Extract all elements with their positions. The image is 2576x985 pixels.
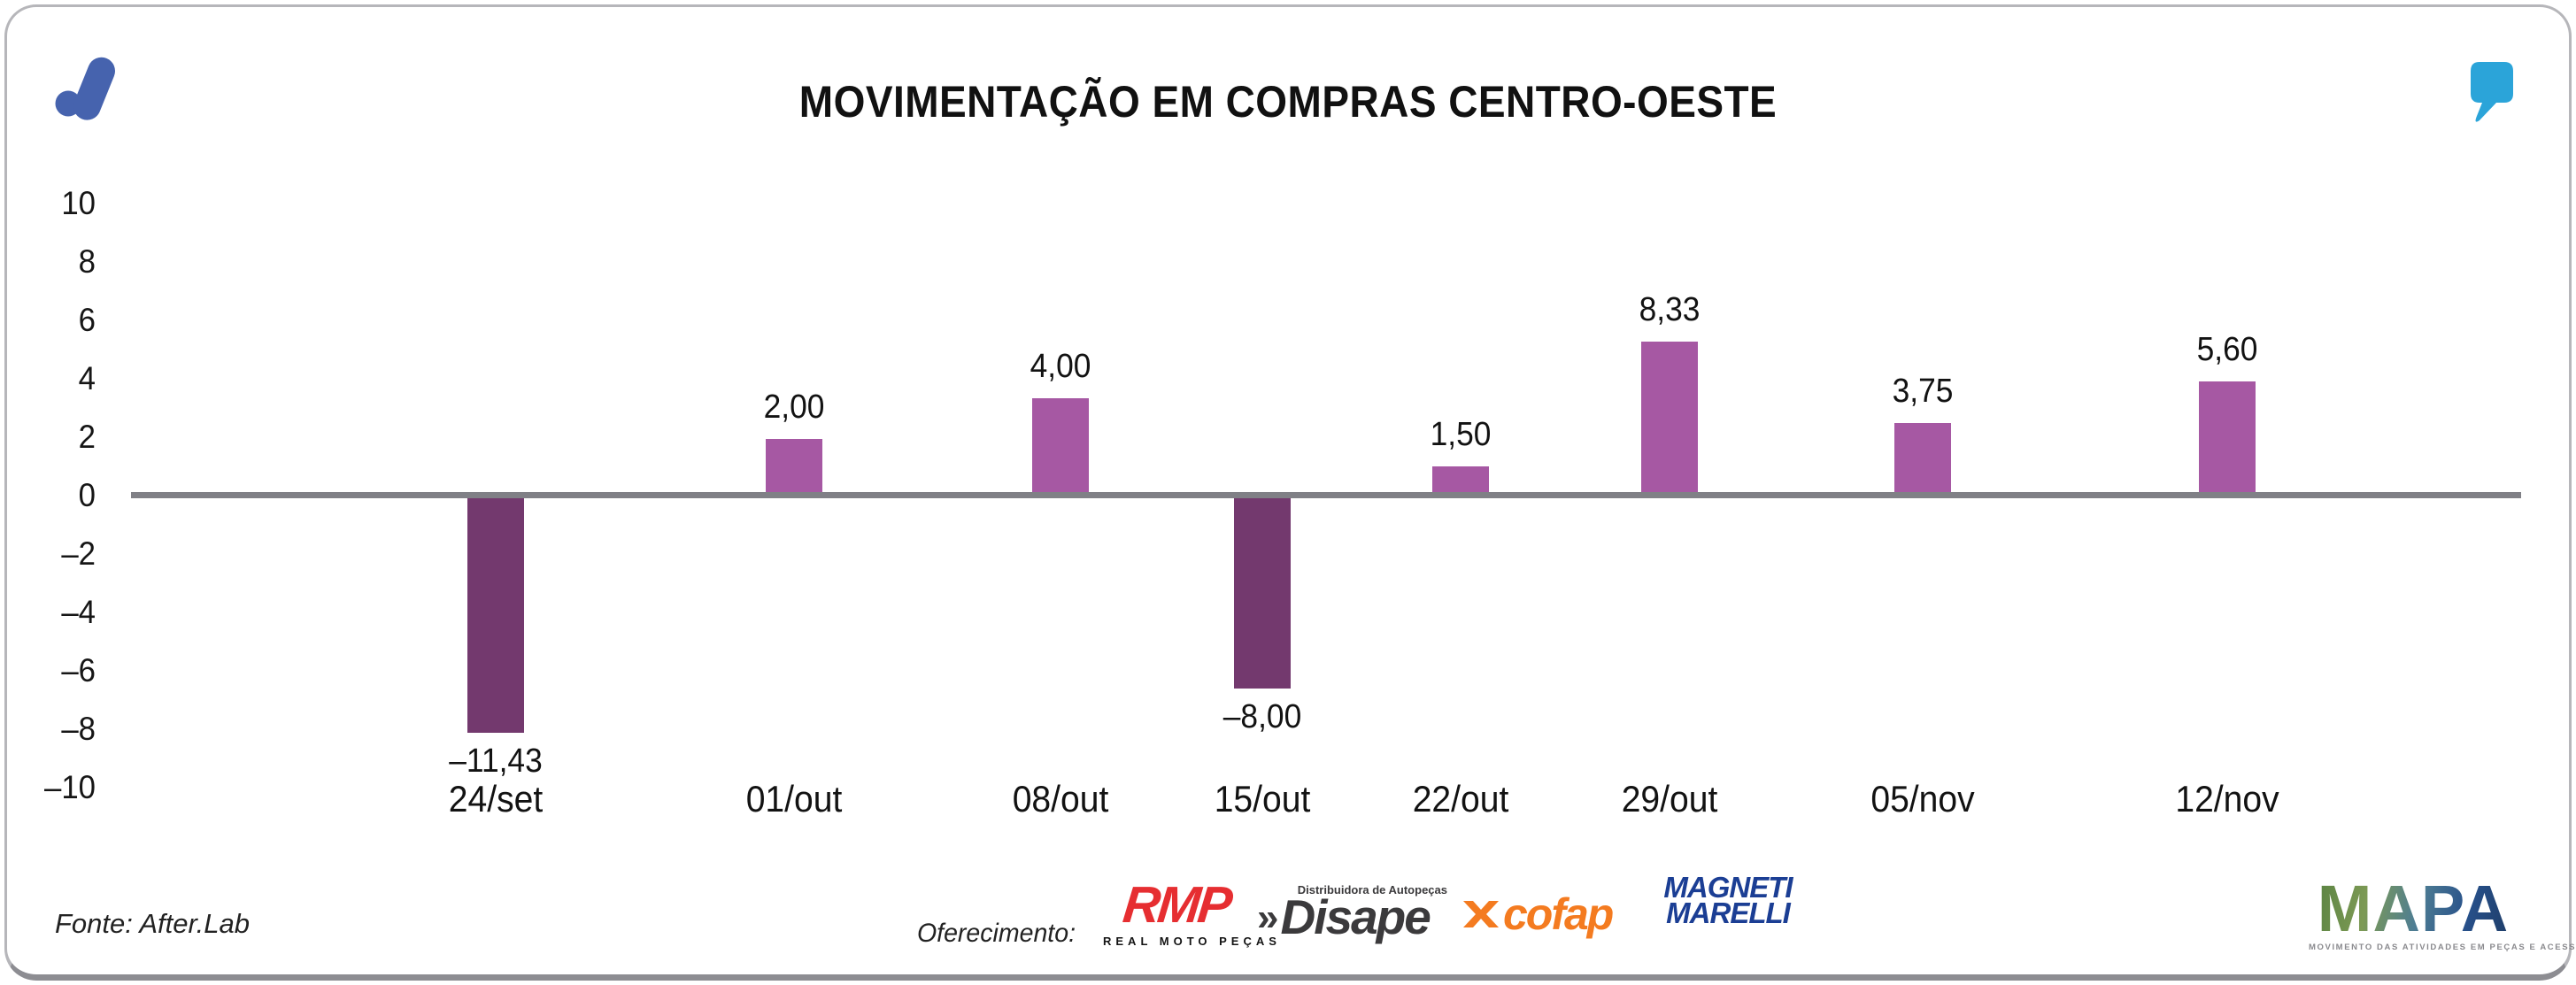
mapa-wordmark: MAPA xyxy=(2309,876,2518,942)
disape-chevrons-icon: » xyxy=(1257,895,1279,939)
bar-value-label: 4,00 xyxy=(1030,348,1091,385)
magneti-line1: MAGNETI xyxy=(1663,871,1793,904)
x-category-label: 05/nov xyxy=(1870,778,1975,820)
page-title: MOVIMENTAÇÃO EM COMPRAS CENTRO-OESTE xyxy=(798,77,1778,127)
bar-value-label: –8,00 xyxy=(1222,698,1302,735)
cofap-wordmark: cofap xyxy=(1503,889,1614,939)
bar-05-nov xyxy=(1894,423,1951,496)
afterlab-logo-icon xyxy=(55,57,116,120)
rmp-wordmark: RMP xyxy=(1120,876,1233,934)
offering-label: Oferecimento: xyxy=(917,919,1076,948)
bar-24-set xyxy=(467,496,524,733)
magneti-line2: MARELLI xyxy=(1666,897,1791,929)
quote-mark-icon xyxy=(2471,62,2513,122)
y-tick-label: –10 xyxy=(43,769,96,805)
y-tick-label: 6 xyxy=(78,302,96,338)
bar-value-label: 8,33 xyxy=(1639,291,1701,328)
bar-value-label: 5,60 xyxy=(2196,331,2258,368)
disape-subtitle: Distribuidora de Autopeças xyxy=(1297,883,1447,897)
y-tick-label: 0 xyxy=(78,477,96,513)
x-category-label: 24/set xyxy=(448,778,544,820)
sponsor-logo-magneti-marelli: MAGNETI MARELLI xyxy=(1657,871,1799,929)
y-tick-label: –2 xyxy=(61,535,96,572)
y-tick-label: –6 xyxy=(61,652,96,689)
bar-value-label: 3,75 xyxy=(1892,373,1954,410)
bar-value-label: 2,00 xyxy=(763,389,825,426)
sponsor-logo-disape: Distribuidora de Autopeças » Disape xyxy=(1257,883,1447,942)
source-note: Fonte: After.Lab xyxy=(55,908,250,939)
y-tick-label: 2 xyxy=(78,419,96,455)
bar-12-nov xyxy=(2199,381,2256,496)
bar-value-label: –11,43 xyxy=(449,743,543,780)
mapa-tagline: MOVIMENTO DAS ATIVIDADES EM PEÇAS E ACES… xyxy=(2309,943,2576,952)
y-tick-label: –4 xyxy=(61,594,96,630)
x-category-label: 15/out xyxy=(1214,778,1311,820)
bar-29-out xyxy=(1641,342,1698,496)
sponsor-logo-cofap: cofap xyxy=(1462,889,1614,939)
y-tick-label: 10 xyxy=(61,185,96,221)
y-tick-label: –8 xyxy=(61,711,96,747)
disape-wordmark: Disape xyxy=(1280,889,1431,944)
bar-08-out xyxy=(1032,398,1089,496)
sponsor-logo-rmp: RMP REAL MOTO PEÇAS xyxy=(1103,876,1281,948)
rmp-subtitle: REAL MOTO PEÇAS xyxy=(1103,935,1281,948)
bar-value-label: 1,50 xyxy=(1430,416,1492,453)
bar-22-out xyxy=(1432,466,1489,496)
y-tick-label: 8 xyxy=(78,243,96,280)
y-tick-label: 4 xyxy=(78,360,96,396)
x-category-label: 29/out xyxy=(1621,778,1718,820)
zero-axis-line xyxy=(131,492,2521,498)
cofap-x-icon xyxy=(1463,901,1499,927)
mapa-logo: MAPA MOVIMENTO DAS ATIVIDADES EM PEÇAS E… xyxy=(2309,876,2576,953)
x-category-label: 08/out xyxy=(1012,778,1109,820)
x-category-label: 12/nov xyxy=(2175,778,2279,820)
x-category-label: 22/out xyxy=(1412,778,1509,820)
bar-15-out xyxy=(1234,496,1291,689)
bar-01-out xyxy=(766,439,822,496)
x-category-label: 01/out xyxy=(745,778,843,820)
